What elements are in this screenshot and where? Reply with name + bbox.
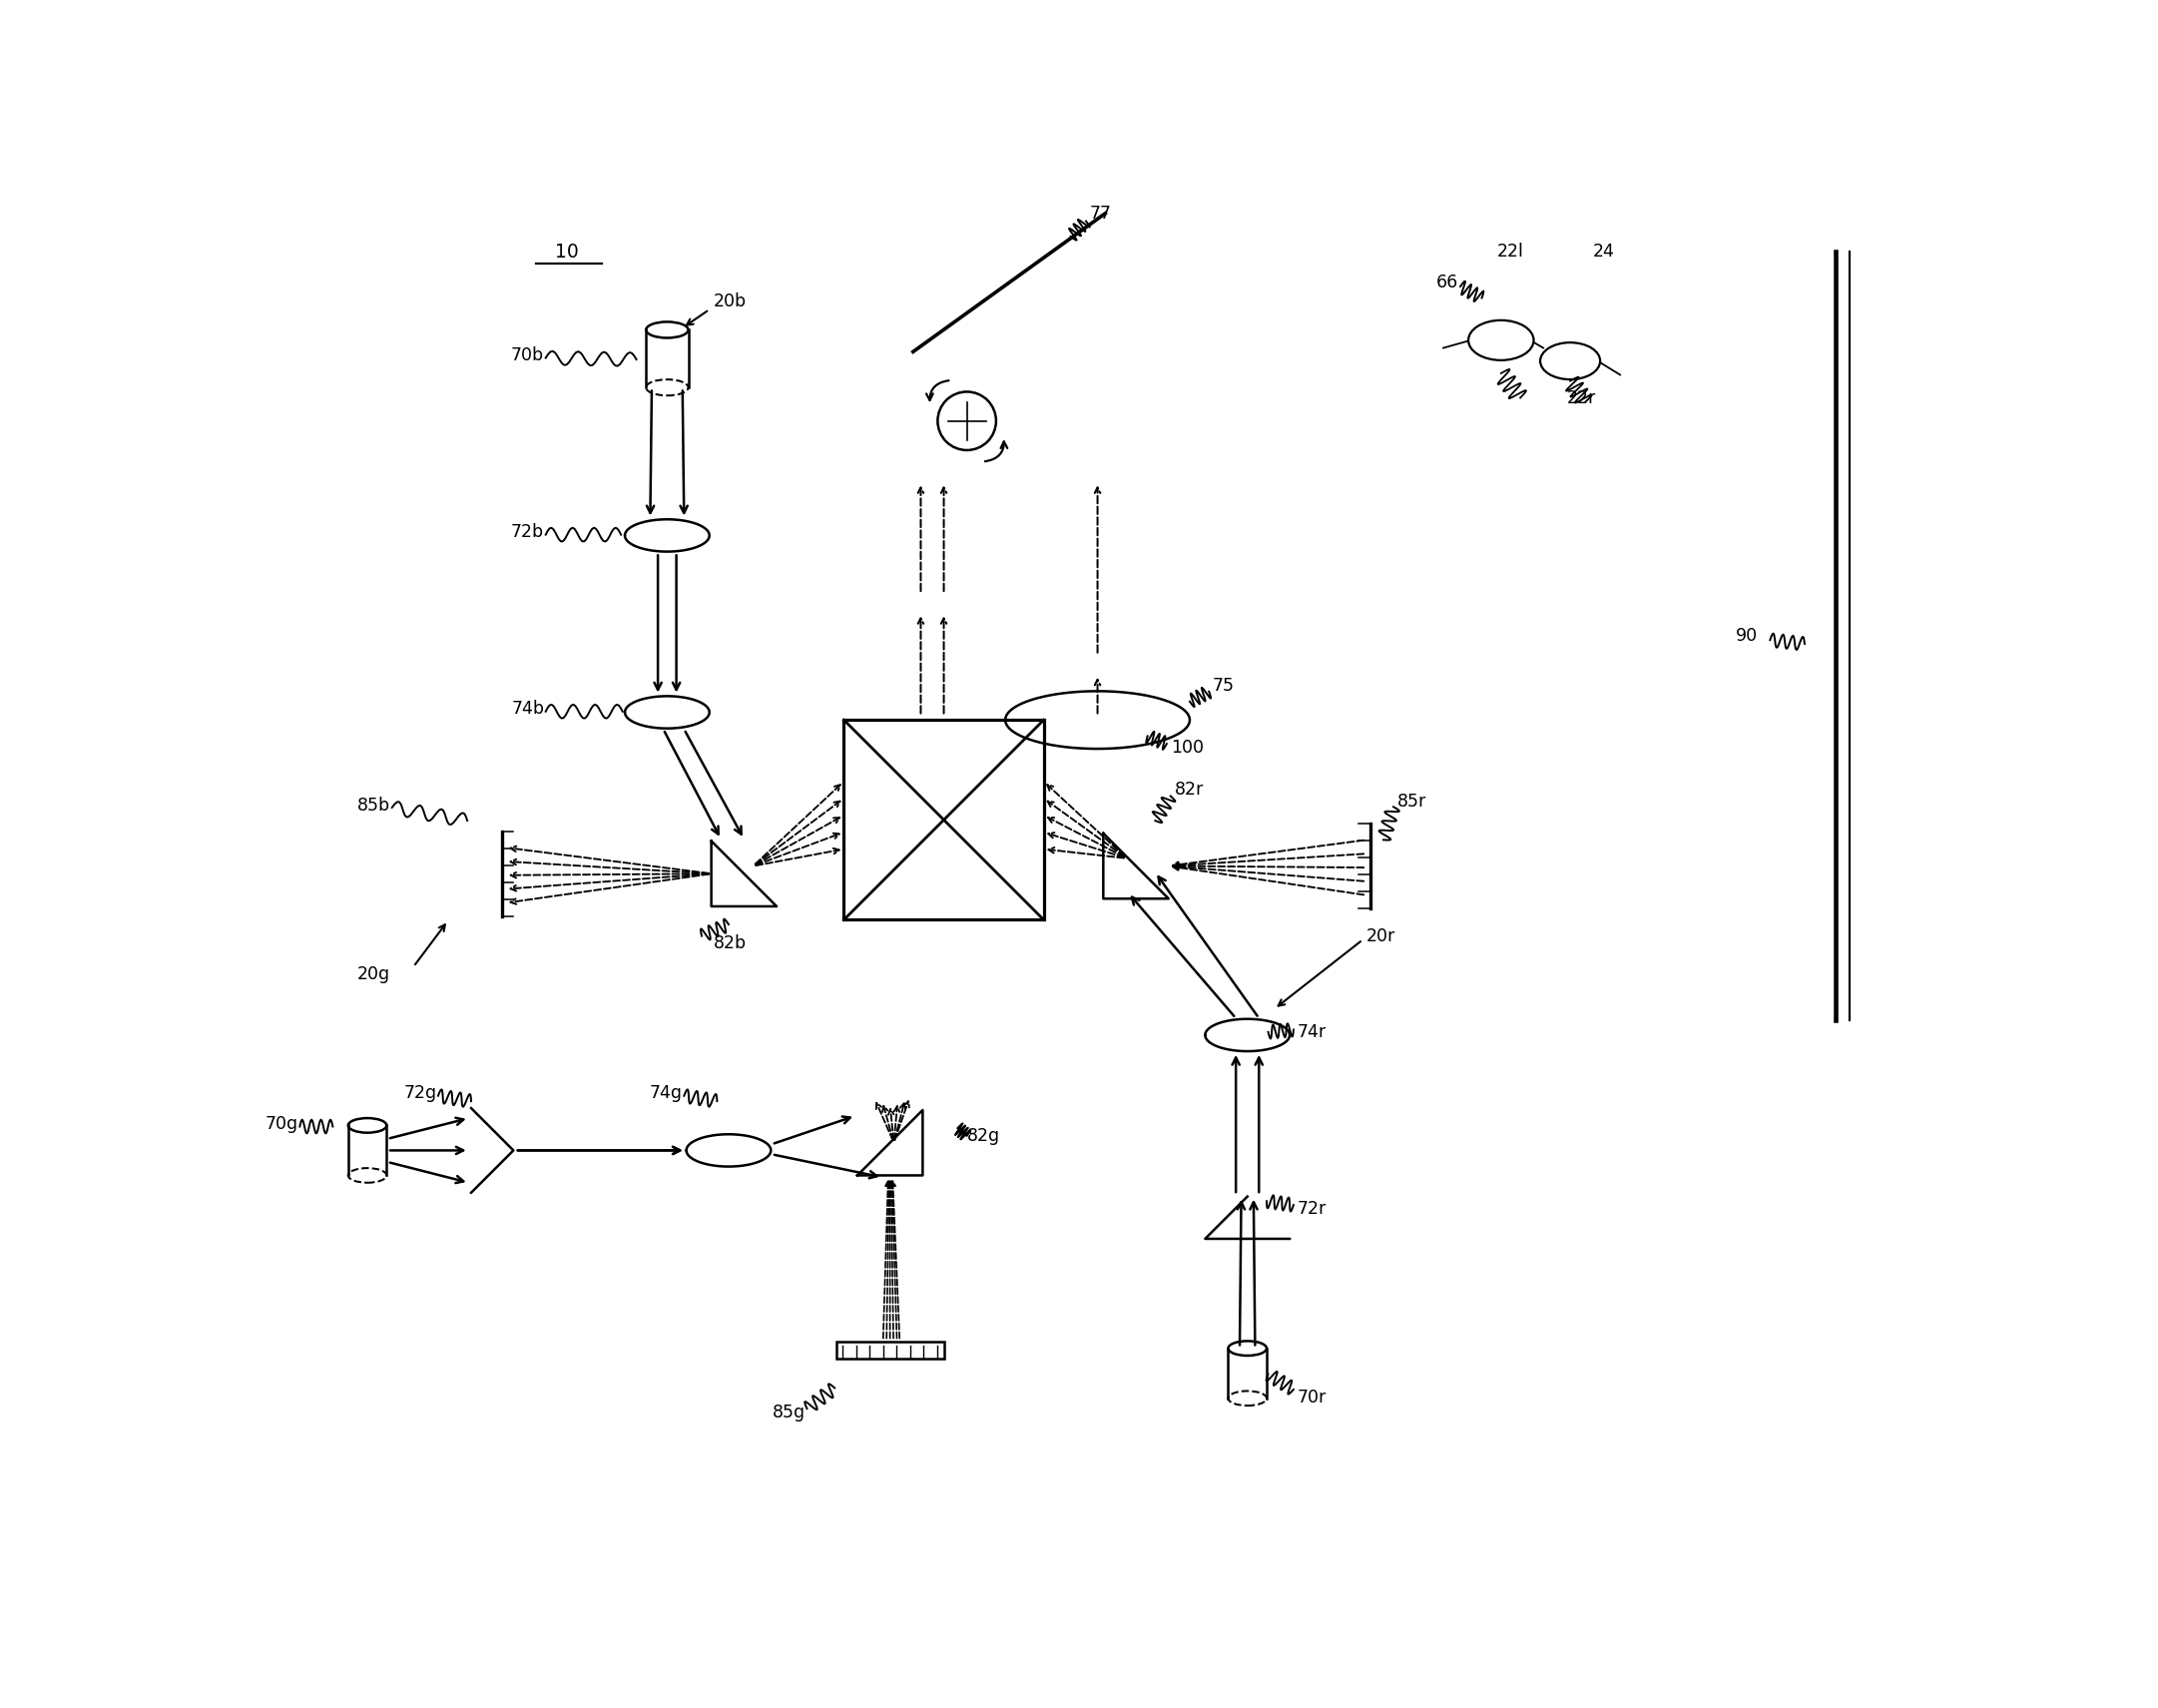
Text: 100: 100	[1170, 738, 1204, 757]
Text: 70g: 70g	[265, 1115, 298, 1132]
Text: 20r: 20r	[1366, 927, 1396, 945]
Text: 72b: 72b	[511, 523, 544, 541]
Text: 82g: 82g	[967, 1127, 999, 1144]
Text: 85r: 85r	[1396, 793, 1426, 810]
Text: 74g: 74g	[650, 1085, 682, 1102]
Text: 22l: 22l	[1498, 243, 1524, 261]
Text: 20g: 20g	[358, 965, 391, 984]
Text: 75: 75	[1213, 676, 1234, 695]
Text: 82b: 82b	[714, 934, 747, 953]
Text: 72r: 72r	[1297, 1199, 1327, 1218]
Text: 90: 90	[1735, 627, 1757, 646]
Text: 24: 24	[1593, 243, 1614, 261]
Text: 10: 10	[555, 243, 578, 261]
Text: 74r: 74r	[1297, 1023, 1327, 1040]
Text: 70r: 70r	[1297, 1389, 1327, 1406]
Text: 70b: 70b	[511, 347, 544, 364]
Text: 82r: 82r	[1174, 781, 1204, 799]
Bar	[844, 721, 1044, 921]
Text: 20b: 20b	[714, 292, 747, 311]
Text: 85b: 85b	[358, 796, 391, 815]
Text: 22r: 22r	[1567, 389, 1595, 407]
Text: 74b: 74b	[511, 700, 544, 717]
Text: 85g: 85g	[773, 1404, 805, 1421]
Text: 77: 77	[1090, 205, 1111, 222]
Text: 66: 66	[1437, 273, 1459, 292]
Text: 72g: 72g	[404, 1085, 436, 1102]
